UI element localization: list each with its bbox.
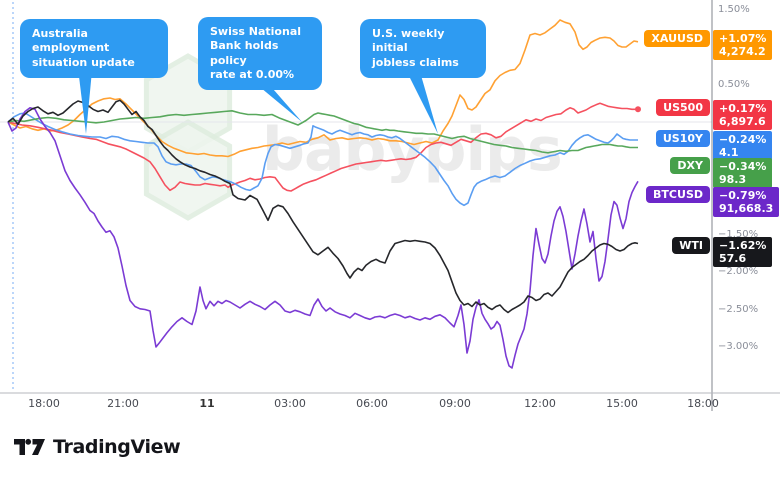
series-line-BTCUSD (7, 107, 639, 369)
series-line-US500 (7, 102, 638, 192)
series-value-WTI: 57.6 (719, 252, 747, 265)
series-price-DXY: −0.34% 98.3 (713, 158, 773, 188)
time-axis-tick: 21:00 (107, 397, 139, 410)
series-lines (7, 19, 641, 369)
series-tag-WTI: WTI (672, 237, 710, 254)
series-price-US10Y: −0.24% 4.1 (713, 131, 773, 161)
series-change-XAUUSD: +1.07% (719, 32, 767, 45)
time-axis-tick: 03:00 (274, 397, 306, 410)
price-axis-tick: −3.00% (718, 341, 759, 352)
series-value-US500: 6,897.6 (719, 115, 766, 128)
series-change-WTI: −1.62% (719, 239, 767, 252)
series-change-US10Y: −0.24% (719, 133, 767, 146)
series-price-US500: +0.17% 6,897.6 (713, 100, 773, 130)
series-change-US500: +0.17% (719, 102, 767, 115)
series-end-dot-US500 (635, 106, 641, 113)
time-axis-tick: 18:00 (28, 397, 60, 410)
tradingview-logo-text: TradingView (53, 436, 181, 458)
price-axis-tick: −2.50% (718, 303, 759, 315)
series-value-DXY: 98.3 (719, 173, 747, 186)
tradingview-logo[interactable]: TradingView (14, 436, 181, 458)
time-axis-tick: 18:00 (687, 397, 719, 410)
series-value-US10Y: 4.1 (719, 146, 739, 159)
series-line-US10Y (7, 112, 638, 207)
series-value-BTCUSD: 91,668.3 (719, 202, 774, 215)
series-value-XAUUSD: 4,274.2 (719, 45, 766, 58)
series-change-BTCUSD: −0.79% (719, 189, 767, 202)
price-axis-tick: −2.00% (718, 266, 759, 277)
series-tag-US500: US500 (656, 99, 710, 116)
time-axis-tick: 11 (199, 397, 215, 410)
series-line-XAUUSD (7, 19, 639, 158)
price-axis-tick: 0.50% (718, 78, 750, 90)
series-tag-DXY: DXY (670, 157, 710, 174)
series-line-DXY (7, 110, 638, 154)
time-axis-tick: 15:00 (606, 397, 638, 410)
series-line-WTI (7, 99, 639, 314)
callout-australia-employment: Australia employment situation update (20, 19, 168, 78)
callout-jobless-claims: U.S. weekly initial jobless claims (360, 19, 486, 78)
price-axis-tick: −1.50% (718, 228, 759, 240)
series-tag-XAUUSD: XAUUSD (644, 30, 710, 47)
series-tag-US10Y: US10Y (655, 130, 710, 147)
series-change-DXY: −0.34% (719, 160, 767, 173)
series-price-WTI: −1.62% 57.6 (713, 237, 773, 267)
price-axis-tick: 1.50% (718, 3, 750, 15)
time-axis-tick: 09:00 (439, 397, 471, 410)
series-tag-BTCUSD: BTCUSD (646, 186, 710, 203)
time-axis-tick: 12:00 (524, 397, 556, 410)
tradingview-logo-icon (14, 438, 45, 455)
time-axis-tick: 06:00 (356, 397, 388, 410)
callout-snb-policy-rate: Swiss National Bank holds policy rate at… (198, 17, 322, 91)
watermark-hexagon-icon (143, 119, 233, 221)
callout-tail-australia (77, 60, 93, 134)
series-price-BTCUSD: −0.79% 91,668.3 (713, 187, 780, 217)
series-price-XAUUSD: +1.07% 4,274.2 (713, 30, 773, 60)
